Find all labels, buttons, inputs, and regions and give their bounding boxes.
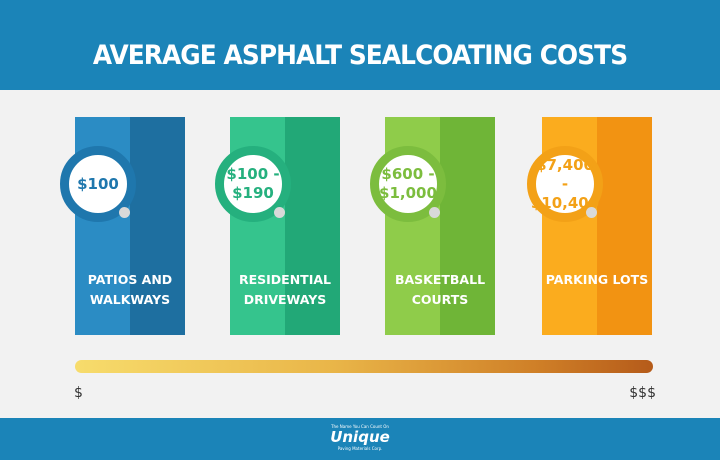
logo-subtitle: Paving Materials Corp. <box>337 446 383 451</box>
price-label: $7,400 - $10,400 <box>530 155 600 212</box>
card-patios: $100 PATIOS AND WALKWAYS <box>60 117 185 335</box>
scale-high-label: $$$ <box>629 385 656 401</box>
card-panel-right <box>130 117 185 335</box>
card-parking: $7,400 - $10,400 PARKING LOTS <box>527 117 652 335</box>
footer-banner <box>0 418 720 460</box>
card-panel-right <box>440 117 495 335</box>
category-label: PARKING LOTS <box>545 272 649 287</box>
category-label: RESIDENTIAL DRIVEWAYS <box>238 272 331 307</box>
company-logo: The Name You Can Count On Unique Paving … <box>320 424 400 456</box>
price-ring: $7,400 - $10,400 <box>527 146 603 222</box>
ring-dot <box>274 207 285 218</box>
logo-tagline: The Name You Can Count On <box>331 424 389 429</box>
card-panel-right <box>285 117 340 335</box>
price-label: $100 - $190 <box>226 165 280 202</box>
card-panel-right <box>597 117 652 335</box>
price-label: $600 - $1,000 <box>379 165 437 202</box>
page-title: AVERAGE ASPHALT SEALCOATING COSTS <box>92 40 628 71</box>
cost-gradient-bar <box>75 360 653 373</box>
logo-name: Unique <box>330 428 390 446</box>
ring-dot <box>586 207 597 218</box>
header-banner <box>0 0 720 90</box>
price-ring: $100 <box>60 146 136 222</box>
price-ring: $100 - $190 <box>215 146 291 222</box>
category-label: PATIOS AND WALKWAYS <box>87 272 173 307</box>
price-label: $100 <box>77 174 119 193</box>
scale-low-label: $ <box>74 385 83 401</box>
card-driveways: $100 - $190 RESIDENTIAL DRIVEWAYS <box>215 117 340 335</box>
ring-dot <box>119 207 130 218</box>
category-label: BASKETBALL COURTS <box>394 272 486 307</box>
card-basketball: $600 - $1,000 BASKETBALL COURTS <box>370 117 495 335</box>
ring-dot <box>429 207 440 218</box>
price-ring: $600 - $1,000 <box>370 146 446 222</box>
